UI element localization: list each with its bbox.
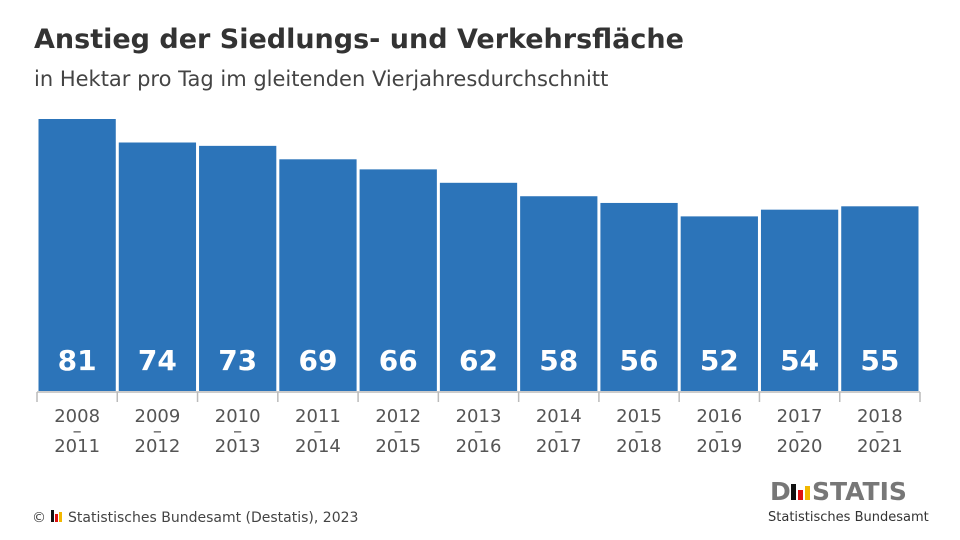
bar xyxy=(38,119,116,391)
value-label: 62 xyxy=(459,344,498,377)
value-label: 54 xyxy=(780,344,819,377)
logo-left: D xyxy=(770,477,791,506)
logo-right: STATIS xyxy=(812,477,907,506)
value-label: 52 xyxy=(700,344,739,377)
value-label: 69 xyxy=(298,344,337,377)
value-label: 66 xyxy=(379,344,418,377)
x-tick-label: 2011 – 2014 xyxy=(295,406,341,457)
x-tick-label: 2015 – 2018 xyxy=(616,406,662,457)
x-tick-label: 2013 – 2016 xyxy=(455,406,502,457)
bar xyxy=(841,206,919,391)
copyright: © xyxy=(32,510,46,526)
x-tick-label: 2014 – 2017 xyxy=(535,406,582,457)
x-tick-label: 2018 – 2021 xyxy=(856,406,903,457)
bar xyxy=(359,169,437,391)
value-label: 55 xyxy=(860,344,899,377)
bar xyxy=(279,159,357,391)
chart-title: Anstieg der Siedlungs- und Verkehrsfläch… xyxy=(34,24,684,55)
x-tick-label: 2016 – 2019 xyxy=(696,406,743,457)
bar xyxy=(118,142,197,391)
chart-subtitle: in Hektar pro Tag im gleitenden Vierjahr… xyxy=(34,67,608,91)
source-icon xyxy=(51,510,62,522)
bar xyxy=(520,196,598,391)
value-label: 81 xyxy=(58,344,97,377)
value-label: 74 xyxy=(138,344,177,377)
logo-subtitle: Statistisches Bundesamt xyxy=(768,510,929,525)
logo-flag xyxy=(791,484,810,500)
bar xyxy=(600,202,678,391)
bar xyxy=(680,216,758,391)
x-tick-label: 2009 – 2012 xyxy=(134,406,181,457)
bar xyxy=(439,182,518,391)
source: Statistisches Bundesamt (Destatis), 2023 xyxy=(68,510,358,526)
x-tick-label: 2012 – 2015 xyxy=(375,406,422,457)
x-tick-label: 2010 – 2013 xyxy=(214,406,261,457)
bar xyxy=(760,209,839,391)
value-label: 73 xyxy=(218,344,257,377)
x-tick-label: 2017 – 2020 xyxy=(776,406,823,457)
value-label: 58 xyxy=(539,344,578,377)
bar xyxy=(199,145,277,391)
value-label: 56 xyxy=(620,344,659,377)
x-tick-label: 2008 – 2011 xyxy=(54,406,101,457)
